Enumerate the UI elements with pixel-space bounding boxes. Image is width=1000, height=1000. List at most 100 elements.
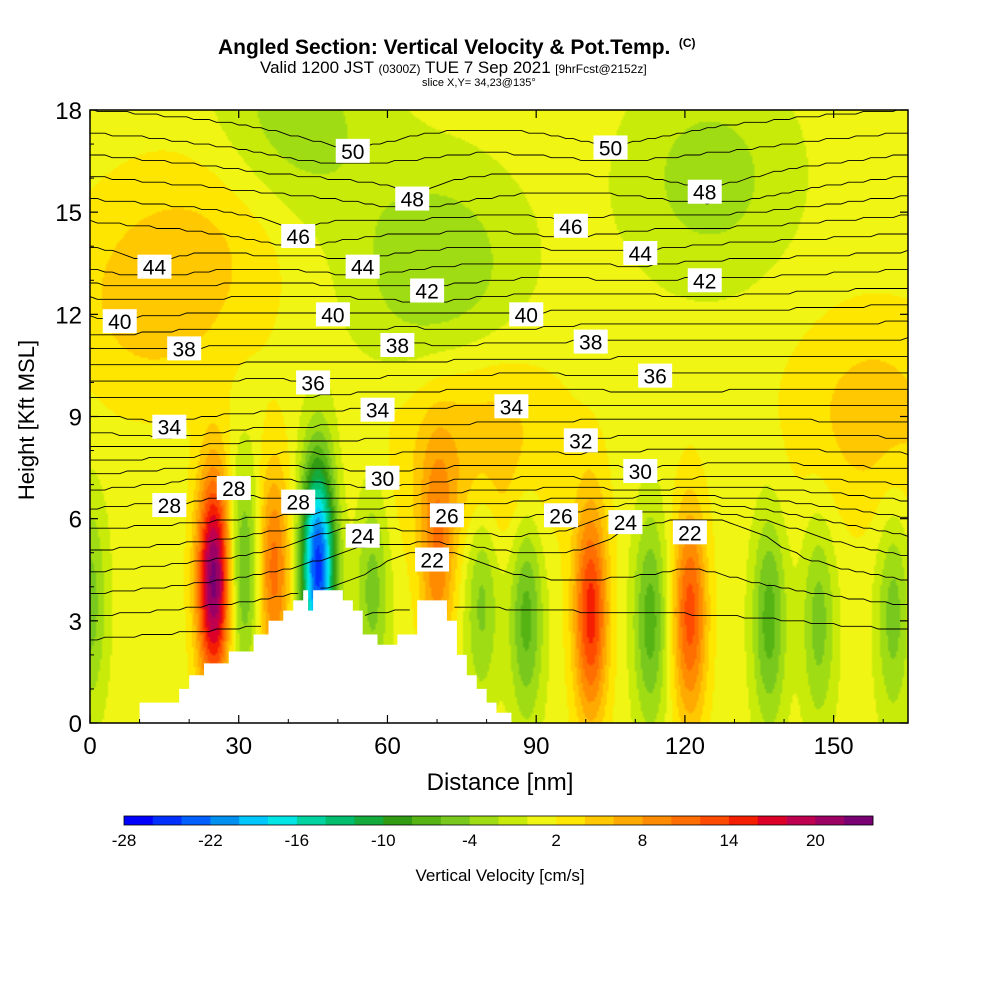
isentrope-label: 38	[173, 338, 196, 361]
isentrope-label: 30	[629, 461, 652, 484]
x-tick-label: 90	[523, 733, 550, 760]
isentrope-lines	[90, 95, 908, 641]
isentrope-line	[90, 549, 908, 616]
isentrope-label-bg	[623, 241, 658, 266]
vertical-velocity-field	[90, 110, 908, 723]
isentrope-label-bg	[563, 428, 598, 453]
y-tick-label: 9	[69, 405, 82, 432]
isentrope-label: 34	[500, 396, 524, 419]
colorbar-tick-label: -22	[198, 831, 223, 850]
isentrope-line	[90, 405, 908, 423]
isentrope-label: 44	[143, 257, 167, 280]
x-tick-label: 0	[83, 733, 96, 760]
isentrope-label-bg	[543, 503, 578, 528]
isentrope-label-bg	[638, 363, 673, 388]
isentrope-label-bg	[553, 213, 588, 238]
isentrope-line	[90, 462, 908, 475]
colorbar-swatch	[844, 816, 874, 825]
isentrope-label: 50	[341, 141, 364, 164]
isentrope-label: 40	[108, 311, 131, 334]
isentrope-label-bg	[360, 397, 395, 422]
isentrope-line	[202, 95, 782, 106]
isentrope-line	[90, 320, 908, 336]
colorbar-tick-label: 2	[551, 831, 560, 850]
isentrope-label-bg	[137, 254, 172, 279]
isentrope-line	[90, 249, 908, 279]
y-axis-label: Height [Kft MSL]	[14, 340, 39, 500]
colorbar: -28 -22 -16 -10 -4 2 8 14 20	[112, 815, 874, 850]
x-tick-label: 150	[814, 733, 854, 760]
isentrope-label: 40	[515, 304, 538, 327]
x-axis-label: Distance [nm]	[427, 769, 574, 796]
isentrope-line	[90, 435, 908, 447]
isentrope-labels: 50 50 48 48 46 46 44 44 44 42 42 40 40 40 38 38 38 36 36 34…	[102, 135, 722, 573]
isentrope-label: 28	[158, 495, 181, 518]
colorbar-frame	[123, 815, 874, 826]
isentrope-label-bg	[281, 224, 316, 249]
colorbar-swatch	[498, 816, 528, 825]
isentrope-label: 44	[351, 257, 375, 280]
isentrope-label-bg	[216, 476, 251, 501]
x-tick-label: 120	[665, 733, 705, 760]
colorbar-swatch	[556, 816, 586, 825]
colorbar-swatch	[469, 816, 499, 825]
isentrope-label-bg	[380, 332, 415, 357]
isentrope-line	[90, 448, 908, 461]
isentrope-line	[90, 511, 908, 573]
isentrope-label-bg	[429, 503, 464, 528]
colorbar-tick-label: 20	[806, 831, 825, 850]
colorbar-tick-label: -10	[371, 831, 396, 850]
isentrope-line	[90, 304, 908, 319]
isentrope-line	[90, 233, 908, 262]
isentrope-line	[90, 503, 908, 551]
colorbar-swatch	[239, 816, 269, 825]
isentrope-line	[90, 372, 908, 382]
isentrope-line	[90, 337, 908, 349]
isentrope-label-bg	[623, 458, 658, 483]
isentrope-label-bg	[296, 370, 331, 395]
colorbar-swatch	[728, 816, 759, 825]
isentrope-label-bg	[345, 254, 380, 279]
colorbar-label: Vertical Velocity [cm/s]	[415, 866, 584, 885]
isentrope-label-bg	[573, 329, 608, 354]
isentrope-label-bg	[415, 547, 450, 572]
chart-subtitle: Valid 1200 JST (0300Z) TUE 7 Sep 2021 [9…	[260, 58, 647, 78]
colorbar-swatch	[642, 816, 672, 825]
colorbar-swatch	[210, 816, 240, 825]
isentrope-line	[90, 495, 908, 529]
y-tick-label: 3	[69, 609, 82, 636]
colorbar-swatch	[181, 816, 211, 825]
title-mark: (C)	[678, 36, 696, 50]
colorbar-swatch	[296, 816, 326, 825]
colorbar-swatch	[527, 816, 557, 825]
isentrope-line	[90, 519, 908, 595]
colorbar-swatch	[700, 816, 730, 825]
y-tick-label: 0	[69, 711, 82, 738]
colorbar-swatch	[152, 816, 182, 825]
colorbar-swatch	[383, 816, 413, 825]
isentrope-label-bg	[167, 336, 202, 361]
plot-frame	[89, 109, 909, 724]
isentrope-label: 30	[371, 468, 394, 491]
isentrope-label: 42	[693, 270, 716, 293]
colorbar-tick-label: -4	[462, 831, 477, 850]
isentrope-line	[90, 268, 908, 287]
terrain-profile	[90, 590, 908, 723]
y-tick-label: 15	[55, 200, 82, 227]
isentrope-label: 36	[643, 366, 666, 389]
isentrope-line	[90, 606, 908, 641]
isentrope-label-bg	[672, 520, 707, 545]
colorbar-swatch	[815, 816, 845, 825]
colorbar-swatch	[671, 816, 701, 825]
isentrope-label: 36	[301, 372, 324, 395]
valid-prefix: Valid 1200 JST	[260, 58, 375, 77]
colorbar-swatch	[124, 816, 154, 825]
colorbar-swatch	[757, 816, 787, 825]
isentrope-label: 28	[287, 492, 310, 515]
isentrope-label-bg	[365, 465, 400, 490]
isentrope-line	[90, 176, 908, 210]
colorbar-tick-label: -16	[285, 831, 310, 850]
